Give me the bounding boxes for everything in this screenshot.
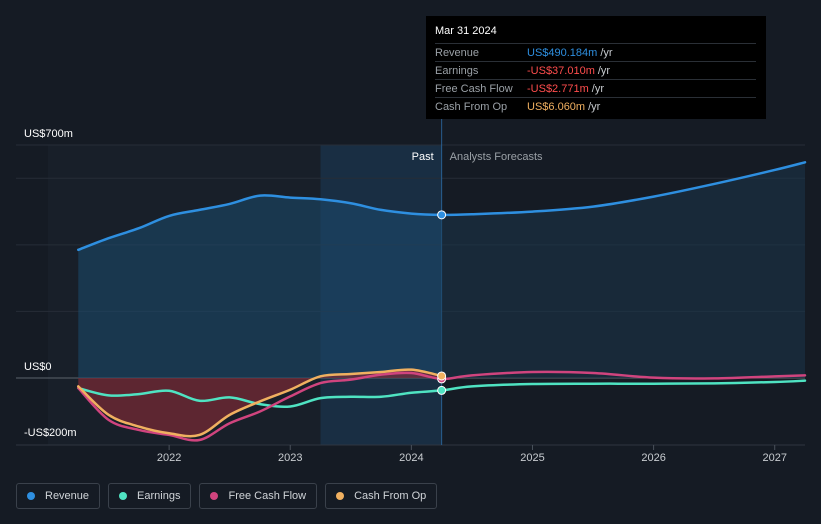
tooltip-unit: /yr (597, 64, 611, 77)
negative-area (78, 369, 442, 437)
y-tick-label: -US$200m (24, 427, 77, 439)
y-tick-label: US$0 (24, 361, 52, 373)
legend-dot-icon (119, 492, 128, 500)
tooltip-value: US$490.184m (527, 46, 598, 59)
tooltip-unit: /yr (600, 46, 613, 59)
legend-item-free-cash-flow[interactable]: Free Cash Flow (199, 483, 318, 509)
cash-from-op-line (77, 368, 443, 438)
legend-label: Cash From Op (354, 490, 427, 502)
tooltip-label: Cash From Op (435, 100, 508, 113)
tooltip-label: Free Cash Flow (435, 82, 513, 95)
x-tick-label: 2027 (762, 452, 786, 464)
tooltip-value: -US$2.771m (527, 82, 589, 95)
tooltip-row-cash-from-op: Cash From Op US$6.060m /yr (435, 97, 756, 115)
tooltip-label: Earnings (435, 64, 479, 77)
tooltip-value: -US$37.010m (527, 64, 595, 77)
tooltip-row-free-cash-flow: Free Cash Flow -US$2.771m /yr (435, 79, 756, 97)
revenue-marker (437, 210, 447, 220)
legend-dot-icon (336, 492, 345, 500)
revenue-line (77, 161, 807, 252)
x-tick-label: 2023 (278, 452, 302, 464)
revenue-area-forecast (441, 162, 805, 378)
cash-from-op-marker (437, 371, 447, 381)
earnings-line (77, 379, 807, 408)
tooltip-value: US$6.060m (527, 100, 586, 113)
earnings-marker (437, 385, 447, 395)
legend-item-earnings[interactable]: Earnings (108, 483, 192, 509)
free-cash-flow-line (77, 370, 807, 442)
tooltip-date: Mar 31 2024 (435, 25, 497, 37)
y-tick-label: US$700m (24, 128, 73, 140)
past-label: Past (412, 151, 434, 163)
legend: Revenue Earnings Free Cash Flow Cash Fro… (16, 483, 438, 509)
legend-label: Free Cash Flow (228, 490, 307, 502)
tooltip-row-earnings: Earnings -US$37.010m /yr (435, 61, 756, 79)
x-tick-label: 2022 (157, 452, 181, 464)
tooltip: Mar 31 2024 Revenue US$490.184m /yr Earn… (426, 16, 766, 119)
tooltip-row-revenue: Revenue US$490.184m /yr (435, 43, 756, 61)
legend-item-cash-from-op[interactable]: Cash From Op (325, 483, 438, 509)
x-tick-label: 2024 (399, 452, 423, 464)
forecast-label: Analysts Forecasts (450, 151, 543, 163)
tooltip-label: Revenue (435, 46, 480, 59)
legend-label: Earnings (137, 490, 181, 502)
revenue-area-past (78, 195, 442, 378)
legend-item-revenue[interactable]: Revenue (16, 483, 101, 509)
tooltip-unit: /yr (588, 100, 601, 113)
legend-dot-icon (210, 492, 219, 500)
x-tick-label: 2025 (520, 452, 544, 464)
x-tick-label: 2026 (641, 452, 665, 464)
tooltip-unit: /yr (591, 82, 604, 95)
legend-label: Revenue (45, 490, 90, 502)
legend-dot-icon (27, 492, 35, 500)
